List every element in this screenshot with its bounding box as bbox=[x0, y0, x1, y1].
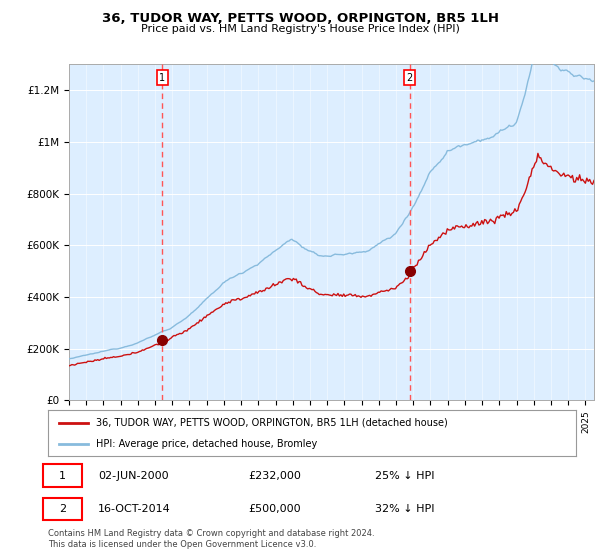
Text: £232,000: £232,000 bbox=[248, 471, 302, 480]
FancyBboxPatch shape bbox=[43, 497, 82, 520]
Text: 1: 1 bbox=[59, 471, 66, 480]
FancyBboxPatch shape bbox=[43, 464, 82, 487]
Text: 1: 1 bbox=[159, 73, 166, 83]
Text: £500,000: £500,000 bbox=[248, 504, 301, 514]
Text: 16-OCT-2014: 16-OCT-2014 bbox=[98, 504, 171, 514]
Text: 25% ↓ HPI: 25% ↓ HPI bbox=[376, 471, 435, 480]
Text: HPI: Average price, detached house, Bromley: HPI: Average price, detached house, Brom… bbox=[95, 439, 317, 449]
Text: Contains HM Land Registry data © Crown copyright and database right 2024.
This d: Contains HM Land Registry data © Crown c… bbox=[48, 529, 374, 549]
Text: 36, TUDOR WAY, PETTS WOOD, ORPINGTON, BR5 1LH: 36, TUDOR WAY, PETTS WOOD, ORPINGTON, BR… bbox=[101, 12, 499, 25]
Text: 32% ↓ HPI: 32% ↓ HPI bbox=[376, 504, 435, 514]
Text: 2: 2 bbox=[59, 504, 66, 514]
Text: 02-JUN-2000: 02-JUN-2000 bbox=[98, 471, 169, 480]
Text: Price paid vs. HM Land Registry's House Price Index (HPI): Price paid vs. HM Land Registry's House … bbox=[140, 24, 460, 34]
Text: 36, TUDOR WAY, PETTS WOOD, ORPINGTON, BR5 1LH (detached house): 36, TUDOR WAY, PETTS WOOD, ORPINGTON, BR… bbox=[95, 418, 447, 428]
Text: 2: 2 bbox=[407, 73, 413, 83]
